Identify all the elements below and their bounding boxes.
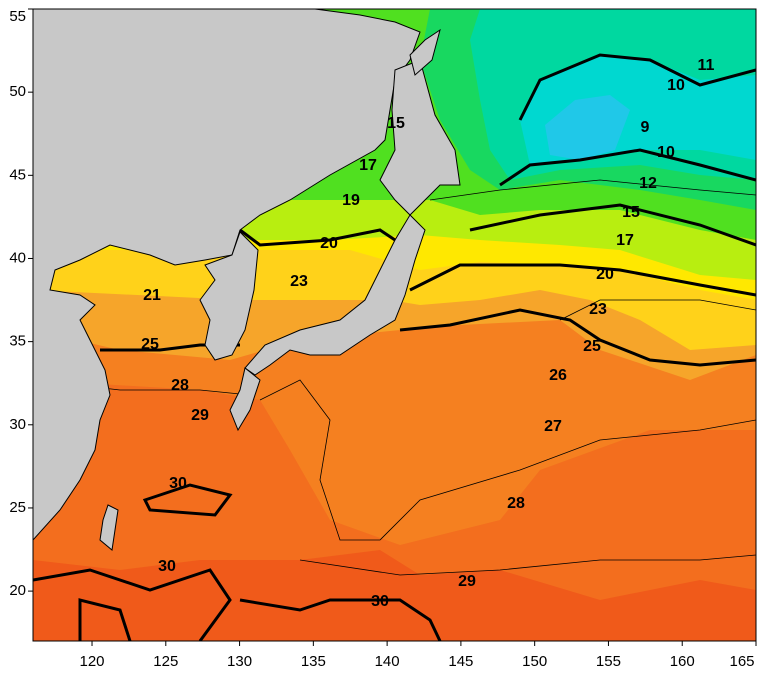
contour-line (239, 228, 756, 297)
land-hokkaido (379, 59, 461, 216)
contour-line (33, 483, 442, 641)
contour-label: 17 (616, 232, 634, 249)
contour-label: 15 (387, 115, 405, 132)
contour-label: 30 (169, 475, 187, 492)
contour-label: 30 (158, 558, 176, 575)
plot-frame (32, 8, 757, 642)
land-honshu (244, 214, 426, 376)
contour-label: 11 (698, 57, 715, 74)
contour-label: 12 (639, 175, 657, 192)
x-tick-label: 150 (522, 653, 547, 670)
contour-label: 29 (458, 573, 476, 590)
y-tick-label: 25 (9, 499, 26, 516)
x-tick-label: 140 (375, 653, 400, 670)
land-kyushu (229, 367, 261, 432)
contour-line (469, 203, 756, 247)
x-tick-label: 135 (301, 653, 326, 670)
x-tick-label: 120 (80, 653, 105, 670)
contour-label: 28 (171, 377, 189, 394)
contour-label: 19 (342, 192, 360, 209)
land-korea (199, 231, 259, 361)
y-tick-label: 45 (9, 166, 26, 183)
contour-line (33, 179, 756, 576)
x-tick-label: 145 (448, 653, 473, 670)
contour-label: 9 (641, 119, 650, 136)
contour-label: 10 (667, 77, 685, 94)
x-tick-label: 130 (227, 653, 252, 670)
x-tick-label: 160 (670, 653, 695, 670)
contour-label: 25 (583, 338, 601, 355)
contour-label: 20 (320, 235, 338, 252)
contour-label: 15 (622, 204, 640, 221)
contour-label: 20 (596, 266, 614, 283)
map-field (33, 9, 756, 641)
land-taiwan (99, 504, 119, 551)
y-tick-label: 55 (9, 8, 26, 25)
contour-label: 29 (191, 407, 209, 424)
x-tick-label: 165 (729, 653, 754, 670)
zone-9 (545, 95, 630, 160)
axes: 120 125 130 135 140 145 150 155 160 165 20 25 30 35 40… (9, 8, 757, 670)
y-tick-label: 20 (9, 582, 26, 599)
contour-line (499, 148, 756, 187)
y-tick-label: 50 (9, 83, 26, 100)
y-tick-label: 40 (9, 249, 26, 266)
contour-label: 17 (359, 157, 377, 174)
x-tick-label: 125 (153, 653, 178, 670)
land-sakhalin (409, 28, 441, 76)
y-tick-label: 35 (9, 333, 26, 350)
contour-label: 30 (371, 593, 389, 610)
x-tick-label: 155 (596, 653, 621, 670)
y-tick-label: 30 (9, 416, 26, 433)
contour-label: 10 (657, 144, 675, 161)
contour-label: 23 (589, 301, 607, 318)
contour-label: 26 (549, 367, 567, 384)
contour-label: 23 (290, 273, 308, 290)
contour-label: 25 (141, 336, 159, 353)
contour-label: 28 (507, 495, 525, 512)
contour-line (518, 53, 756, 121)
contour-label: 21 (143, 287, 161, 304)
contour-label: 27 (544, 418, 562, 435)
